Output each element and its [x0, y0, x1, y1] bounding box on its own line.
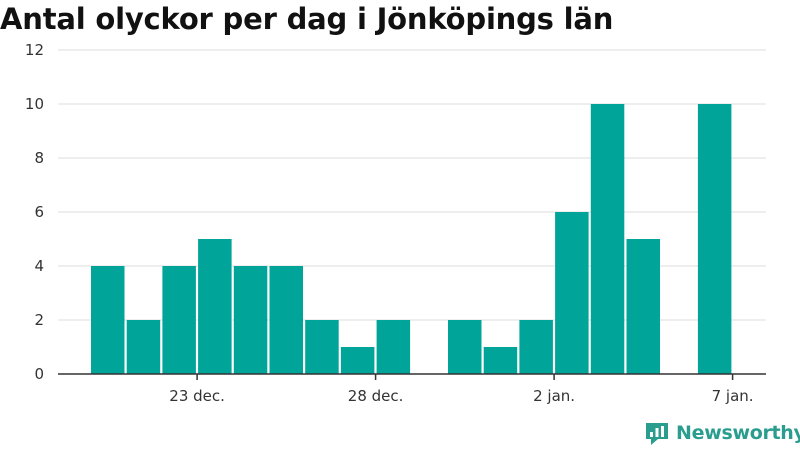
- y-tick-label: 2: [34, 311, 44, 329]
- x-tick-label: 7 jan.: [712, 387, 754, 405]
- y-axis-labels: 0 2 4 6 8 10 12: [25, 41, 44, 383]
- newsworthy-logo-icon: [646, 423, 668, 445]
- bar: [483, 347, 518, 374]
- brand-logo: Newsworthy: [644, 420, 800, 446]
- bar: [162, 266, 196, 374]
- y-tick-label: 10: [25, 95, 44, 113]
- x-tick-label: 28 dec.: [348, 387, 404, 405]
- bar: [376, 320, 411, 374]
- bar: [519, 320, 553, 374]
- bars: [91, 104, 732, 374]
- chart-title: Antal olyckor per dag i Jönköpings län: [0, 2, 614, 36]
- bar: [340, 347, 375, 374]
- bar: [448, 320, 482, 374]
- brand-name: Newsworthy: [676, 422, 800, 444]
- x-axis: 23 dec. 28 dec. 2 jan. 7 jan.: [58, 373, 766, 405]
- bar: [555, 212, 589, 374]
- x-tick-label: 2 jan.: [533, 387, 575, 405]
- y-tick-label: 4: [34, 257, 44, 275]
- bar: [697, 104, 732, 374]
- bar: [269, 266, 303, 374]
- bar: [198, 239, 232, 374]
- x-tick-label: 23 dec.: [169, 387, 225, 405]
- bar: [305, 320, 339, 374]
- bar: [590, 104, 625, 374]
- bar: [233, 266, 268, 374]
- y-tick-label: 0: [34, 365, 44, 383]
- bar: [126, 320, 161, 374]
- y-tick-label: 6: [34, 203, 44, 221]
- bar: [91, 266, 125, 374]
- y-tick-label: 8: [34, 149, 44, 167]
- bar: [626, 239, 660, 374]
- y-tick-label: 12: [25, 41, 44, 59]
